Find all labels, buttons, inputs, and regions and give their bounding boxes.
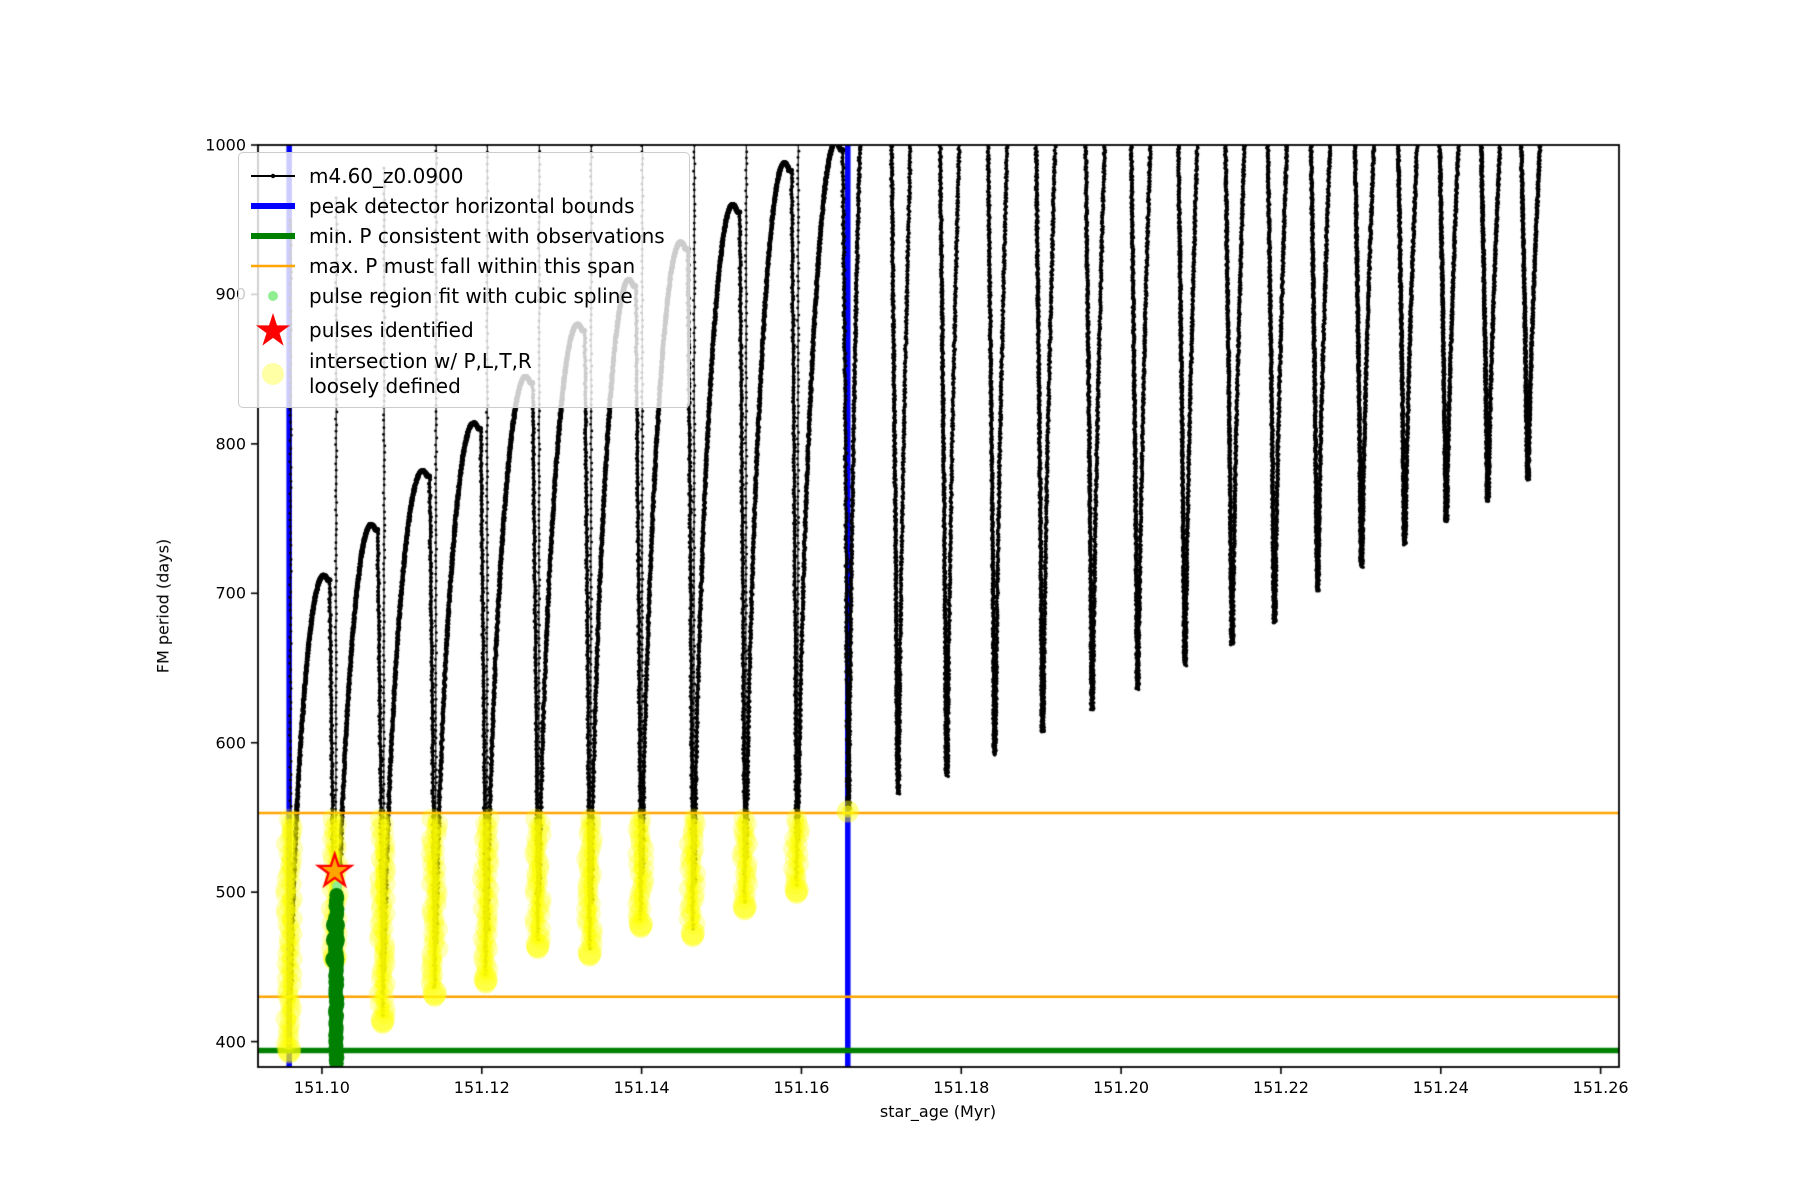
legend-entry: m4.60_z0.0900 xyxy=(247,161,679,191)
x-tick-label: 151.10 xyxy=(293,1078,350,1097)
legend-entry-label: m4.60_z0.0900 xyxy=(309,163,464,188)
legend-entry: pulses identified xyxy=(247,311,679,349)
y-tick-label: 800 xyxy=(215,434,246,454)
legend-entry-label: peak detector horizontal bounds xyxy=(309,193,635,218)
legend-entry: peak detector horizontal bounds xyxy=(247,191,679,221)
x-tick-label: 151.22 xyxy=(1252,1078,1309,1097)
legend-entry: intersection w/ P,L,T,R loosely defined xyxy=(247,349,679,399)
legend-entry-label: pulses identified xyxy=(309,317,474,342)
x-tick-label: 151.20 xyxy=(1093,1078,1150,1097)
x-axis-label: star_age (Myr) xyxy=(879,1102,997,1121)
y-tick-label: 700 xyxy=(215,583,246,603)
x-tick-label: 151.12 xyxy=(453,1078,510,1097)
y-tick-label: 400 xyxy=(215,1032,246,1052)
legend-entry: max. P must fall within this span xyxy=(247,251,679,281)
x-tick-label: 151.16 xyxy=(773,1078,830,1097)
x-tick-label: 151.26 xyxy=(1572,1078,1629,1097)
legend-entry-label: pulse region fit with cubic spline xyxy=(309,283,633,308)
orange-span-line-icon xyxy=(247,260,299,272)
green-min-line-icon xyxy=(247,230,299,242)
y-tick-label: 1000 xyxy=(205,135,246,155)
y-tick-label: 500 xyxy=(215,882,246,902)
pulse-star-icon xyxy=(247,311,299,349)
legend-entry-label: max. P must fall within this span xyxy=(309,253,636,278)
x-tick-label: 151.14 xyxy=(613,1078,670,1097)
x-tick-label: 151.18 xyxy=(933,1078,990,1097)
y-tick-label: 600 xyxy=(215,733,246,753)
legend-entry-label: min. P consistent with observations xyxy=(309,223,665,248)
legend-entry: pulse region fit with cubic spline xyxy=(247,281,679,311)
spline-dot-icon xyxy=(247,288,299,304)
intersection-dot-icon xyxy=(247,361,299,387)
legend-entry-label: intersection w/ P,L,T,R loosely defined xyxy=(309,349,532,398)
legend-entry: min. P consistent with observations xyxy=(247,221,679,251)
series-line-icon xyxy=(247,170,299,182)
x-tick-label: 151.24 xyxy=(1412,1078,1469,1097)
y-axis-label: FM period (days) xyxy=(153,538,173,674)
blue-bound-line-icon xyxy=(247,200,299,212)
